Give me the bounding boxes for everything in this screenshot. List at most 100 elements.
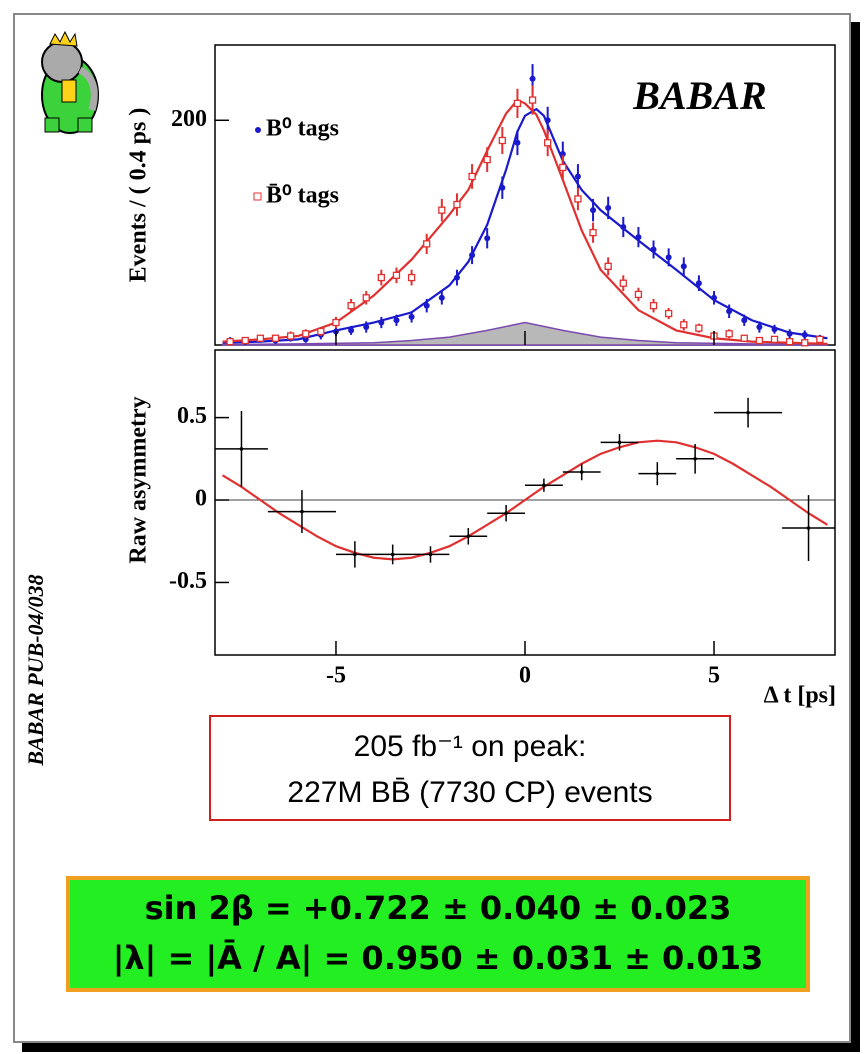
- point: [271, 334, 280, 342]
- point: [574, 173, 581, 180]
- point: [514, 139, 521, 146]
- point: [300, 509, 304, 514]
- point: [362, 294, 370, 302]
- fit-curve: [222, 107, 828, 344]
- point: [542, 483, 546, 487]
- point: [801, 331, 808, 338]
- point: [423, 302, 430, 309]
- point: [438, 206, 446, 214]
- point: [680, 263, 687, 270]
- point: [453, 274, 460, 281]
- point: [711, 294, 718, 301]
- point: [635, 234, 642, 241]
- y-tick-label: 200: [171, 106, 207, 132]
- point: [378, 319, 385, 326]
- point: [816, 335, 824, 344]
- fit-curve: [222, 98, 828, 345]
- result-line: |λ| = |Ā / A| = 0.950 ± 0.031 ± 0.013: [113, 939, 764, 978]
- point: [332, 318, 340, 327]
- info-box: [209, 715, 731, 821]
- point: [617, 440, 622, 445]
- point: [241, 336, 249, 345]
- point: [239, 447, 244, 451]
- point: [408, 313, 415, 320]
- point: [740, 334, 748, 342]
- y-axis-label: Raw asymmetry: [126, 396, 152, 563]
- point: [498, 136, 506, 145]
- point: [650, 246, 657, 253]
- point: [746, 410, 750, 415]
- fit-curve: [221, 439, 829, 561]
- point: [589, 228, 597, 237]
- point: [353, 552, 357, 557]
- point: [256, 334, 265, 342]
- point: [590, 207, 597, 214]
- result-line: sin 2β = +0.722 ± 0.040 ± 0.023: [145, 889, 732, 927]
- point: [605, 204, 612, 211]
- point: [363, 324, 370, 331]
- point: [770, 335, 779, 344]
- point: [529, 75, 536, 82]
- point: [483, 155, 491, 164]
- slide-frame: [13, 13, 851, 1043]
- point: [786, 330, 793, 337]
- point: [579, 470, 584, 474]
- point: [725, 330, 733, 338]
- point: [390, 552, 395, 557]
- point: [544, 117, 551, 124]
- point: [604, 262, 612, 270]
- x-axis-label: Δ t [ps]: [764, 683, 836, 709]
- point: [620, 224, 627, 231]
- legend-marker: [253, 192, 262, 201]
- point: [634, 290, 643, 299]
- point: [693, 457, 697, 461]
- legend-label: B⁰ tags: [266, 116, 339, 142]
- info-line: 227M BB̄ (7730 CP) events: [287, 776, 652, 809]
- point: [544, 139, 552, 147]
- side-label: BABAR PUB-04/038: [23, 574, 48, 766]
- point: [393, 317, 400, 324]
- point: [655, 471, 660, 476]
- point: [619, 279, 627, 287]
- point: [423, 240, 431, 248]
- point: [559, 163, 567, 172]
- point: [438, 294, 445, 301]
- point: [756, 324, 763, 331]
- point: [317, 327, 325, 336]
- point: [484, 235, 491, 242]
- point: [428, 552, 433, 557]
- point: [468, 172, 476, 181]
- point: [347, 302, 355, 310]
- y-tick-label: 0.5: [177, 403, 207, 429]
- point: [453, 200, 461, 209]
- point: [377, 273, 385, 282]
- point: [504, 511, 508, 516]
- point: [407, 273, 416, 282]
- point: [574, 195, 582, 203]
- x-tick-label: -5: [326, 663, 346, 689]
- point: [499, 184, 506, 191]
- point: [528, 96, 537, 104]
- point: [695, 280, 702, 287]
- point: [726, 308, 733, 315]
- point: [741, 317, 748, 324]
- x-tick-label: 0: [519, 663, 531, 689]
- point: [226, 337, 234, 346]
- point: [785, 337, 794, 346]
- point: [771, 326, 778, 333]
- point: [286, 332, 295, 340]
- point: [649, 302, 658, 310]
- legend-label: B̄⁰ tags: [266, 183, 339, 209]
- point: [680, 321, 688, 329]
- result-box: [66, 876, 810, 992]
- point: [466, 534, 471, 539]
- point: [513, 99, 522, 108]
- info-line: 205 fb⁻¹ on peak:: [354, 730, 587, 763]
- logo: BABAR: [632, 73, 766, 118]
- x-tick-label: 5: [708, 663, 720, 689]
- point: [801, 339, 809, 347]
- point: [806, 526, 811, 530]
- point: [665, 309, 673, 318]
- y-tick-label: -0.5: [169, 568, 207, 594]
